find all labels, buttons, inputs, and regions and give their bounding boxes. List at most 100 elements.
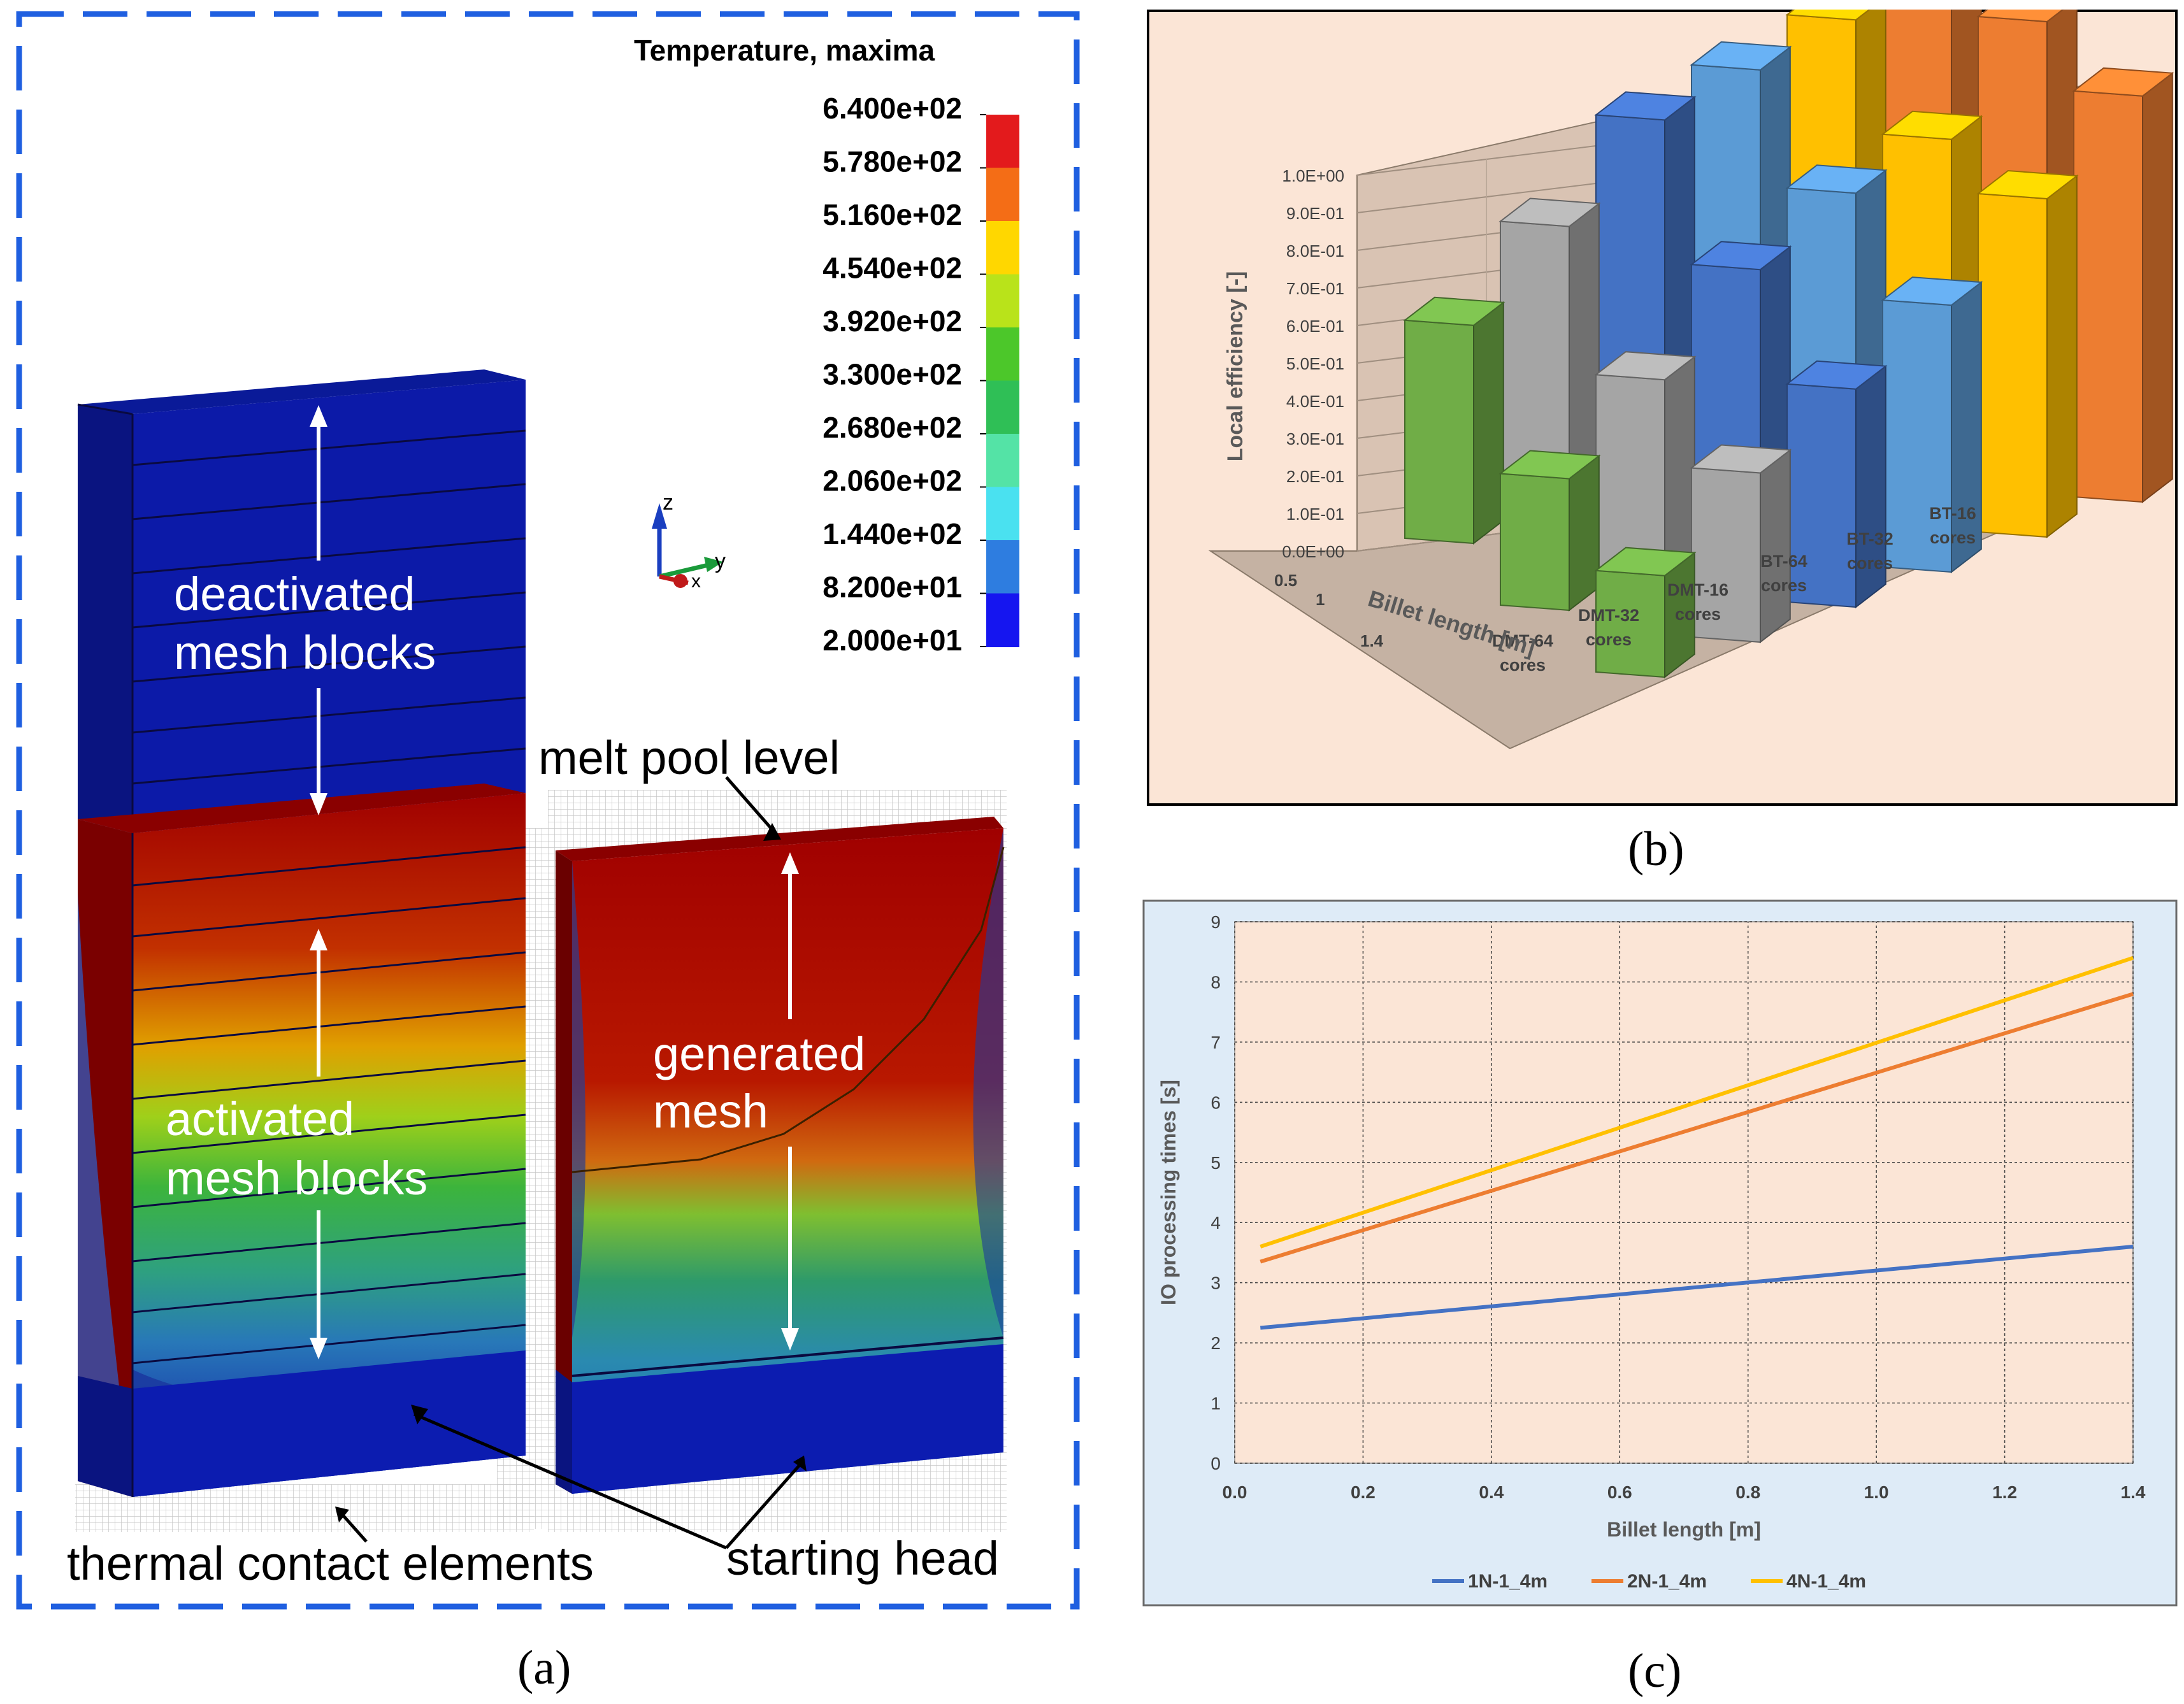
chart-b-bar-top: [1594, 351, 1697, 381]
chart-b-bar-top: [1881, 110, 1983, 140]
legend-value: 3.300e+02: [823, 358, 962, 391]
chart-c-series-line: [1260, 992, 2134, 1264]
chart-c-xtick: 1.0: [1864, 1482, 1889, 1502]
left-block: [77, 369, 526, 1497]
legend-values: 6.400e+02 5.780e+02 5.160e+02 4.540e+02 3.92…: [823, 92, 986, 657]
left-block-front-activated: [133, 793, 526, 1497]
chart-c-ytick: 9: [1211, 912, 1221, 932]
chart-b-series-label: cores: [1586, 630, 1632, 649]
legend-value: 1.440e+02: [823, 517, 962, 550]
caption-c: (c): [1628, 1644, 1682, 1698]
chart-b-bar-side: [1473, 301, 1504, 545]
chart-b-series-label: BT-16: [1929, 504, 1976, 523]
right-block: [556, 817, 1005, 1494]
legend-swatch: [986, 115, 1019, 169]
chart-b-ytick: 3.0E-01: [1286, 429, 1344, 448]
label-thermal-contact: thermal contact elements: [67, 1537, 594, 1590]
panel-a-figure: Temperature, maxima 6.400e+02 5.780e+02 5.…: [16, 11, 1080, 1610]
annotation-arrows: [310, 405, 799, 1359]
chart-b-bar-top: [1785, 360, 1888, 390]
chart-c-ytick: 0: [1211, 1454, 1221, 1473]
legend-value: 2.060e+02: [823, 464, 962, 498]
right-starting-head: [572, 1344, 1003, 1494]
chart-c-legend-label: 4N-1_4m: [1786, 1571, 1866, 1592]
legend-value: 2.680e+02: [823, 411, 962, 444]
chart-b-bar: [1595, 374, 1665, 576]
chart-b-bar-side: [1664, 355, 1695, 577]
legend-swatch: [986, 274, 1019, 328]
chart-b-ytick: 9.0E-01: [1286, 204, 1344, 223]
chart-b-bar: [1978, 192, 2048, 538]
chart-b-series-label: BT-64: [1760, 552, 1807, 571]
chart-b-series-label: BT-32: [1846, 529, 1893, 548]
chart-b-series-label: cores: [1761, 576, 1807, 595]
chart-c-ytick: 2: [1211, 1333, 1221, 1353]
chart-c-xlabel: Billet length [m]: [1607, 1518, 1761, 1541]
legend-title: Temperature, maxima: [634, 34, 935, 67]
label-deactivated-1: deactivated: [174, 568, 415, 620]
chart-b-ylabel: Local efficiency [-]: [1223, 271, 1247, 462]
chart-b-series-label: cores: [1500, 655, 1546, 675]
panel-c-line-chart: 0 1 2 3 4 5 6 7 8 9 0.0 0.2 0.4 0.6 0.8 1.0 1.2 1.4 IO p…: [1142, 899, 2178, 1607]
chart-c-ytick: 3: [1211, 1273, 1221, 1293]
pointer-arrows: [335, 776, 807, 1550]
chart-b-bar-top: [1498, 450, 1601, 480]
legend-swatch: [986, 380, 1019, 434]
chart-c-xtick: 0.0: [1223, 1482, 1247, 1502]
chart-c-xtick: 0.8: [1735, 1482, 1760, 1502]
chart-b-bar: [1786, 383, 1857, 608]
chart-b-bar-top: [1881, 276, 1983, 306]
legend-value: 3.920e+02: [823, 304, 962, 338]
axis-y-label: y: [715, 549, 726, 573]
chart-c-legend: 1N-1_4m 2N-1_4m 4N-1_4m: [1432, 1571, 1866, 1592]
chart-b-bar-side: [2046, 174, 2078, 539]
panel-a-simulation: Temperature, maxima 6.400e+02 5.780e+02 5.…: [0, 0, 1096, 1631]
legend-swatch: [986, 168, 1019, 222]
label-deactivated-2: mesh blocks: [174, 626, 436, 679]
label-activated-1: activated: [166, 1092, 354, 1145]
chart-c-svg: 0 1 2 3 4 5 6 7 8 9 0.0 0.2 0.4 0.6 0.8 1.0 1.2 1.4 IO p…: [1142, 899, 2178, 1607]
legend-value: 6.400e+02: [823, 92, 962, 125]
chart-b-bar: [2073, 90, 2143, 503]
legend-value: 8.200e+01: [823, 571, 962, 604]
chart-c-xtick: 1.2: [1992, 1482, 2017, 1502]
chart-b-bar-top: [1403, 296, 1505, 326]
chart-b-bar: [1500, 473, 1570, 612]
chart-b-bar-top: [1785, 164, 1888, 194]
chart-b-category-label: 0.5: [1274, 571, 1297, 590]
chart-c-series-line: [1260, 956, 2134, 1249]
chart-c-xtick: 1.4: [2121, 1482, 2146, 1502]
caption-a: (a): [517, 1641, 571, 1694]
chart-b-series-label: cores: [1847, 554, 1893, 573]
chart-b-ytick: 1.0E-01: [1286, 505, 1344, 524]
chart-b-series-label: cores: [1675, 605, 1721, 624]
label-starting-head: starting head: [726, 1532, 999, 1585]
caption-b: (b): [1628, 822, 1685, 876]
chart-b-bar-side: [2142, 71, 2173, 504]
chart-c-legend-label: 1N-1_4m: [1468, 1571, 1548, 1592]
chart-b-ytick: 2.0E-01: [1286, 467, 1344, 486]
legend-value: 5.160e+02: [823, 198, 962, 231]
legend-value: 4.540e+02: [823, 252, 962, 285]
chart-b-category-labels: 0.5 1 1.4: [1274, 571, 1384, 650]
chart-c-ylabel: IO processing times [s]: [1157, 1080, 1180, 1305]
chart-b-ytick: 5.0E-01: [1286, 354, 1344, 373]
label-activated-2: mesh blocks: [166, 1152, 427, 1205]
right-block-front-generated: [572, 828, 1003, 1494]
label-melt-pool: melt pool level: [538, 731, 840, 784]
chart-b-bar-side: [1569, 454, 1600, 612]
axis-triad: z y x: [652, 490, 726, 592]
chart-b-ytick: 7.0E-01: [1286, 279, 1344, 298]
chart-b-series-label: DMT-32: [1578, 606, 1639, 625]
chart-b-ytick: 8.0E-01: [1286, 241, 1344, 261]
chart-b-series-label: cores: [1930, 528, 1976, 547]
chart-b-category-label: 1.4: [1360, 631, 1384, 650]
right-block-side: [556, 850, 572, 1494]
axis-z-label: z: [663, 490, 673, 515]
chart-b-bar-top: [2072, 67, 2174, 97]
chart-b-bar-side: [1760, 448, 1791, 644]
chart-c-xtick: 0.6: [1607, 1482, 1632, 1502]
chart-b-bar-top: [1690, 41, 1792, 71]
label-generated-2: mesh: [653, 1085, 768, 1138]
chart-b-ytick: 1.0E+00: [1282, 166, 1344, 185]
